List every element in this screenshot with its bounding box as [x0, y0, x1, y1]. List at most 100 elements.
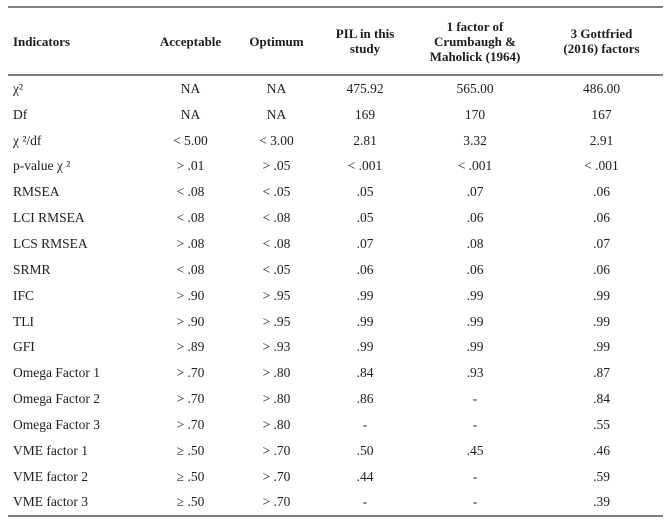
- value-cell: > .89: [176, 339, 205, 355]
- value-cell: > .01: [176, 158, 205, 174]
- header-acceptable: Acceptable: [159, 33, 222, 49]
- indicator-cell: GFI: [13, 339, 35, 355]
- value-cell: .99: [356, 339, 374, 355]
- value-cell: -: [472, 416, 478, 432]
- value-cell: NA: [180, 106, 201, 122]
- table-row: RMSEA < .08 < .05 .05 .07 .06: [8, 179, 663, 205]
- value-cell: < .05: [262, 184, 291, 200]
- value-cell: < 5.00: [173, 132, 208, 148]
- table-row: p-value χ ² > .01 > .05 < .001 < .001 < .001: [8, 154, 663, 180]
- indicator-cell: Df: [13, 106, 28, 122]
- value-cell: .99: [356, 287, 374, 303]
- value-cell: > .70: [262, 494, 291, 510]
- value-cell: .84: [356, 365, 374, 381]
- indicator-cell: χ²: [13, 80, 24, 96]
- value-cell: 2.81: [353, 132, 377, 148]
- value-cell: > .70: [176, 416, 205, 432]
- indicator-cell: LCS RMSEA: [13, 235, 88, 251]
- value-cell: .50: [356, 442, 374, 458]
- indicator-cell: RMSEA: [13, 184, 60, 200]
- table-row: χ² NA NA 475.92 565.00 486.00: [8, 75, 663, 102]
- value-cell: 167: [591, 106, 612, 122]
- table-row: Omega Factor 1 > .70 > .80 .84 .93 .87: [8, 360, 663, 386]
- indicator-cell: IFC: [13, 287, 35, 303]
- value-cell: 486.00: [582, 80, 621, 96]
- header-row: Indicators Acceptable Optimum PIL in thi…: [8, 7, 663, 75]
- table-row: GFI > .89 > .93 .99 .99 .99: [8, 334, 663, 360]
- value-cell: .44: [356, 468, 374, 484]
- value-cell: > .93: [262, 339, 291, 355]
- value-cell: < .001: [347, 158, 383, 174]
- value-cell: -: [472, 468, 478, 484]
- value-cell: < .001: [584, 158, 619, 174]
- value-cell: < .08: [176, 210, 205, 226]
- value-cell: > .95: [262, 287, 291, 303]
- table-body: χ² NA NA 475.92 565.00 486.00 Df NA NA 169 170 167 χ…: [8, 75, 663, 516]
- value-cell: 169: [354, 106, 376, 122]
- indicator-cell: VME factor 3: [13, 494, 88, 510]
- value-cell: NA: [180, 80, 201, 96]
- value-cell: 3.32: [463, 132, 487, 148]
- value-cell: < .08: [176, 261, 205, 277]
- value-cell: -: [362, 416, 368, 432]
- value-cell: .99: [593, 287, 610, 303]
- header-gottfried-factors: 3 Gottfried (2016) factors: [563, 26, 640, 56]
- value-cell: < .001: [457, 158, 493, 174]
- header-indicators: Indicators: [13, 33, 71, 49]
- value-cell: .05: [356, 184, 374, 200]
- value-cell: .45: [466, 442, 484, 458]
- value-cell: .06: [466, 261, 484, 277]
- value-cell: NA: [266, 106, 287, 122]
- table-row: TLI > .90 > .95 .99 .99 .99: [8, 309, 663, 335]
- table-row: LCS RMSEA > .08 < .08 .07 .08 .07: [8, 231, 663, 257]
- value-cell: ≥ .50: [176, 468, 205, 484]
- value-cell: -: [472, 391, 478, 407]
- indicator-cell: LCI RMSEA: [13, 210, 85, 226]
- value-cell: .06: [593, 210, 610, 226]
- value-cell: .99: [593, 313, 610, 329]
- value-cell: .07: [593, 235, 610, 251]
- value-cell: > .70: [262, 442, 291, 458]
- value-cell: .87: [593, 365, 610, 381]
- indicator-cell: TLI: [13, 313, 34, 329]
- value-cell: .99: [466, 313, 484, 329]
- value-cell: .99: [466, 287, 484, 303]
- value-cell: .07: [356, 235, 374, 251]
- value-cell: 170: [464, 106, 486, 122]
- value-cell: .99: [593, 339, 610, 355]
- value-cell: .55: [593, 416, 610, 432]
- value-cell: .06: [466, 210, 484, 226]
- value-cell: 2.91: [589, 132, 614, 148]
- table-row: SRMR < .08 < .05 .06 .06 .06: [8, 257, 663, 283]
- value-cell: .46: [593, 442, 610, 458]
- value-cell: .86: [356, 391, 374, 407]
- indicator-cell: χ ²/df: [13, 132, 42, 148]
- table-row: LCI RMSEA < .08 < .08 .05 .06 .06: [8, 205, 663, 231]
- value-cell: .59: [593, 468, 610, 484]
- value-cell: -: [472, 494, 478, 510]
- indicator-cell: Omega Factor 1: [13, 365, 100, 381]
- table-row: VME factor 3 ≥ .50 > .70 - - .39: [8, 490, 663, 517]
- value-cell: .93: [466, 365, 484, 381]
- value-cell: .08: [466, 235, 484, 251]
- value-cell: > .80: [262, 365, 291, 381]
- table-header: Indicators Acceptable Optimum PIL in thi…: [8, 7, 663, 75]
- table-row: Omega Factor 2 > .70 > .80 .86 - .84: [8, 386, 663, 412]
- value-cell: > .90: [176, 287, 205, 303]
- value-cell: .39: [593, 494, 610, 510]
- value-cell: > .90: [176, 313, 205, 329]
- value-cell: > .70: [262, 468, 291, 484]
- value-cell: 565.00: [456, 80, 494, 96]
- value-cell: > .80: [262, 391, 291, 407]
- table-row: Df NA NA 169 170 167: [8, 102, 663, 128]
- indicator-cell: SRMR: [13, 261, 51, 277]
- header-optimum: Optimum: [249, 33, 304, 49]
- table-row: VME factor 1 ≥ .50 > .70 .50 .45 .46: [8, 438, 663, 464]
- indicator-cell: VME factor 1: [13, 442, 88, 458]
- value-cell: < .08: [176, 184, 205, 200]
- value-cell: NA: [266, 80, 287, 96]
- value-cell: ≥ .50: [176, 442, 205, 458]
- value-cell: < .08: [262, 210, 291, 226]
- indicator-cell: Omega Factor 2: [13, 391, 100, 407]
